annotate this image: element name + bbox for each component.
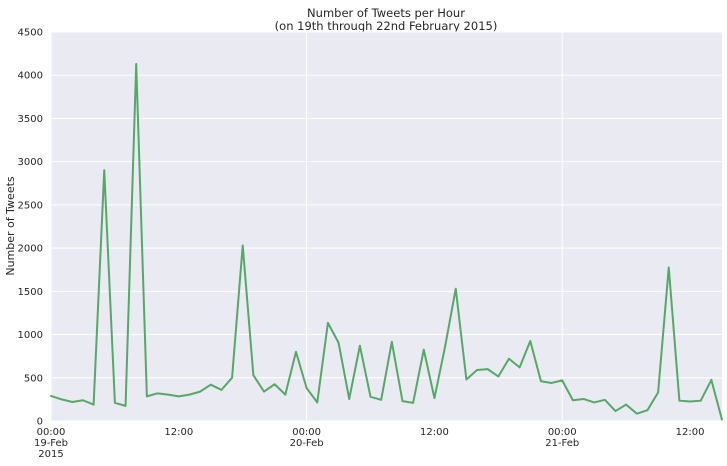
data-point [114, 401, 116, 404]
data-point [348, 398, 351, 400]
data-point [689, 400, 691, 403]
data-point [369, 395, 372, 398]
data-point [231, 376, 233, 379]
data-point [188, 393, 191, 396]
chart-title: Number of Tweets per Hour [307, 6, 465, 20]
data-point [710, 379, 713, 381]
data-point [135, 63, 138, 65]
data-point [284, 393, 287, 396]
data-point [625, 403, 628, 406]
data-point [603, 398, 606, 401]
data-point [454, 287, 457, 290]
data-point [327, 321, 329, 324]
data-point [60, 398, 63, 401]
y-tick-label: 1500 [18, 287, 43, 298]
data-point [145, 395, 148, 398]
data-point [156, 392, 159, 395]
data-point [422, 348, 425, 351]
data-point [412, 401, 415, 404]
y-tick-label: 2000 [18, 244, 43, 255]
data-point [380, 398, 383, 401]
data-point [486, 368, 489, 371]
x-tick-label: 12:00 [676, 427, 705, 438]
data-point [593, 401, 596, 404]
x-tick-label: 00:00 [292, 427, 321, 438]
data-point [529, 340, 532, 342]
data-point [82, 399, 84, 402]
data-point [433, 397, 436, 399]
y-tick-label: 3500 [18, 114, 43, 125]
data-point [540, 380, 542, 383]
data-point [476, 369, 478, 371]
data-point [252, 374, 255, 377]
data-point [582, 398, 585, 400]
y-tick-label: 500 [24, 373, 43, 384]
data-point [209, 383, 212, 386]
data-point [167, 393, 170, 396]
x-tick-label: 19-Feb [34, 438, 68, 449]
data-point [550, 382, 553, 384]
data-point [263, 390, 265, 393]
y-tick-label: 1000 [18, 330, 43, 341]
series-line [50, 62, 723, 420]
x-tick-label: 2015 [38, 449, 63, 460]
y-tick-label: 4000 [18, 71, 43, 82]
data-point [678, 399, 681, 402]
data-point [241, 244, 244, 247]
data-point [444, 345, 446, 348]
data-point [508, 357, 510, 360]
data-point [699, 399, 702, 402]
y-tick-label: 2500 [18, 200, 43, 211]
data-point [667, 266, 670, 269]
x-tick-label: 00:00 [548, 427, 577, 438]
data-point [614, 410, 617, 412]
data-point [571, 399, 574, 402]
data-point [295, 350, 297, 353]
data-point [92, 403, 95, 406]
data-point [305, 387, 308, 390]
data-point [177, 395, 180, 398]
data-point [337, 341, 340, 344]
y-tick-label: 0 [37, 417, 43, 428]
data-point [71, 401, 74, 403]
grid [50, 31, 722, 422]
series-layer [50, 62, 723, 421]
data-point [103, 169, 106, 172]
data-point [721, 418, 723, 421]
data-point [358, 344, 361, 347]
data-point [497, 375, 500, 378]
data-point [124, 404, 127, 407]
data-point [50, 395, 52, 397]
data-point [657, 391, 659, 394]
data-point [316, 401, 319, 404]
data-point [390, 341, 393, 343]
data-point [518, 366, 521, 369]
chart-subtitle: (on 19th through 22nd February 2015) [275, 19, 498, 33]
x-tick-label: 12:00 [420, 427, 449, 438]
data-point [635, 412, 638, 415]
data-point [646, 409, 649, 412]
data-point [465, 378, 468, 381]
y-tick-labels: 0 500 1000 1500 2000 2500 3000 3500 4000 4500 [18, 28, 43, 428]
data-point [561, 379, 564, 382]
plot-area [51, 32, 722, 421]
data-point [199, 390, 202, 393]
y-tick-label: 3000 [18, 157, 43, 168]
data-point [273, 383, 276, 386]
data-point [220, 388, 223, 391]
x-tick-label: 21-Feb [545, 438, 579, 449]
x-tick-label: 12:00 [164, 427, 193, 438]
x-tick-label: 00:00 [37, 427, 66, 438]
x-tick-label: 20-Feb [290, 438, 324, 449]
y-tick-label: 4500 [18, 28, 43, 39]
y-axis-label: Number of Tweets [4, 176, 17, 276]
data-point [401, 400, 404, 403]
